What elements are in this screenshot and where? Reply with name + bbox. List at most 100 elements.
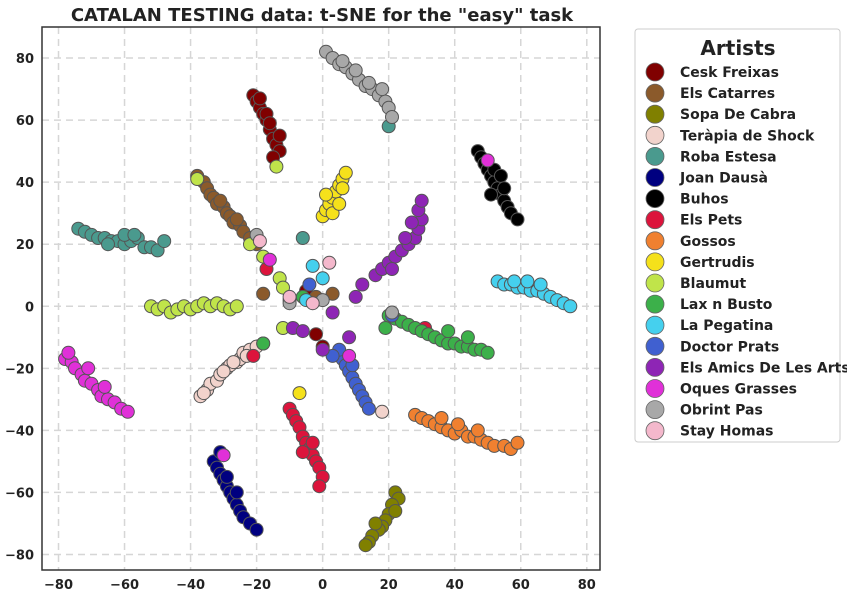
x-tick-label: 0 (318, 578, 327, 593)
data-point (338, 165, 353, 180)
data-point (325, 305, 340, 320)
data-points (58, 44, 578, 553)
data-point (385, 262, 399, 276)
series-cesk-freixas (246, 88, 330, 354)
legend-marker (645, 315, 665, 335)
data-point (305, 435, 320, 450)
legend-label: Oques Grasses (680, 382, 797, 398)
legend-label: Lax n Busto (680, 297, 773, 313)
data-point (292, 386, 307, 401)
data-point (246, 348, 261, 363)
series-lax-n-busto (256, 289, 495, 360)
y-axis-ticks: −80 −60 −40 −20 0 20 40 60 80 (5, 52, 34, 563)
data-point (229, 212, 244, 227)
y-tick-label: 40 (16, 176, 34, 191)
legend-marker (645, 273, 665, 293)
series-buhos (470, 144, 525, 227)
data-point (375, 82, 390, 97)
x-tick-label: −60 (110, 578, 139, 593)
data-point (335, 181, 350, 196)
y-tick-label: −40 (5, 424, 34, 439)
data-point (295, 324, 310, 339)
series-roba-estesa (71, 119, 396, 258)
series-oques-grasses (58, 153, 495, 463)
data-point (325, 348, 340, 363)
series-joan-daus- (206, 445, 264, 537)
data-point (249, 522, 264, 537)
data-point (441, 324, 456, 339)
data-point (332, 196, 347, 211)
data-point (520, 274, 535, 289)
legend-marker (645, 62, 665, 82)
data-point (219, 469, 234, 484)
series-els-pets (246, 262, 432, 494)
x-tick-label: 40 (446, 578, 464, 593)
x-axis-ticks: −80 −60 −40 −20 0 20 40 60 80 (44, 578, 596, 593)
data-point (385, 305, 399, 320)
legend-label: Stay Homas (680, 424, 774, 440)
data-point (196, 386, 211, 401)
legend-marker (645, 252, 665, 272)
data-point (385, 110, 399, 124)
data-point (256, 336, 271, 351)
data-point (480, 345, 495, 360)
data-point (315, 271, 330, 286)
data-point (262, 252, 277, 267)
data-point (434, 411, 449, 425)
data-point (404, 215, 419, 230)
data-point (368, 516, 383, 531)
series-blaumut (144, 159, 290, 335)
legend-marker (645, 379, 665, 398)
legend-marker (645, 104, 665, 124)
data-point (81, 361, 96, 376)
x-tick-label: −40 (176, 578, 205, 593)
data-point (101, 237, 115, 252)
data-point (378, 321, 393, 335)
x-tick-label: 20 (380, 578, 398, 593)
data-point (510, 212, 525, 227)
legend-marker (645, 400, 665, 420)
data-point (127, 227, 142, 242)
data-point (295, 445, 310, 460)
series-els-amics-de-les-arts (285, 193, 429, 357)
data-point (319, 187, 333, 202)
data-point (216, 364, 231, 379)
legend-label: La Pegatina (680, 318, 773, 334)
legend-marker (645, 210, 665, 230)
y-tick-label: −60 (5, 486, 34, 501)
y-tick-label: 20 (16, 238, 34, 253)
legend-marker (645, 421, 665, 441)
data-point (226, 355, 241, 370)
data-point (315, 342, 330, 357)
data-point (358, 538, 373, 553)
legend-box (634, 28, 841, 443)
y-tick-label: −80 (5, 548, 34, 563)
series-stay-homas (252, 234, 337, 311)
legend-label: Joan Dausà (679, 171, 768, 187)
legend-label: Doctor Prats (680, 339, 779, 355)
series-gertrudis (292, 165, 353, 401)
legend-marker (645, 83, 665, 103)
legend-label: Els Catarres (680, 86, 775, 102)
data-point (484, 187, 498, 202)
data-point (510, 435, 525, 450)
data-point (388, 504, 403, 518)
x-tick-label: −20 (242, 578, 271, 593)
data-point (302, 277, 317, 292)
legend-label: Els Pets (680, 213, 742, 229)
data-point (269, 159, 284, 174)
data-point (252, 234, 267, 249)
legend-marker (645, 125, 665, 145)
data-point (229, 299, 244, 314)
legend-label: Obrint Pas (680, 403, 763, 419)
y-tick-label: 60 (16, 114, 34, 129)
data-point (493, 168, 508, 183)
data-point (97, 379, 112, 394)
data-point (305, 258, 320, 273)
data-point (190, 172, 205, 186)
data-point (375, 404, 390, 419)
legend-label: Sopa De Cabra (680, 107, 796, 123)
data-point (325, 286, 340, 301)
x-tick-label: −80 (44, 578, 73, 593)
data-point (533, 277, 548, 292)
